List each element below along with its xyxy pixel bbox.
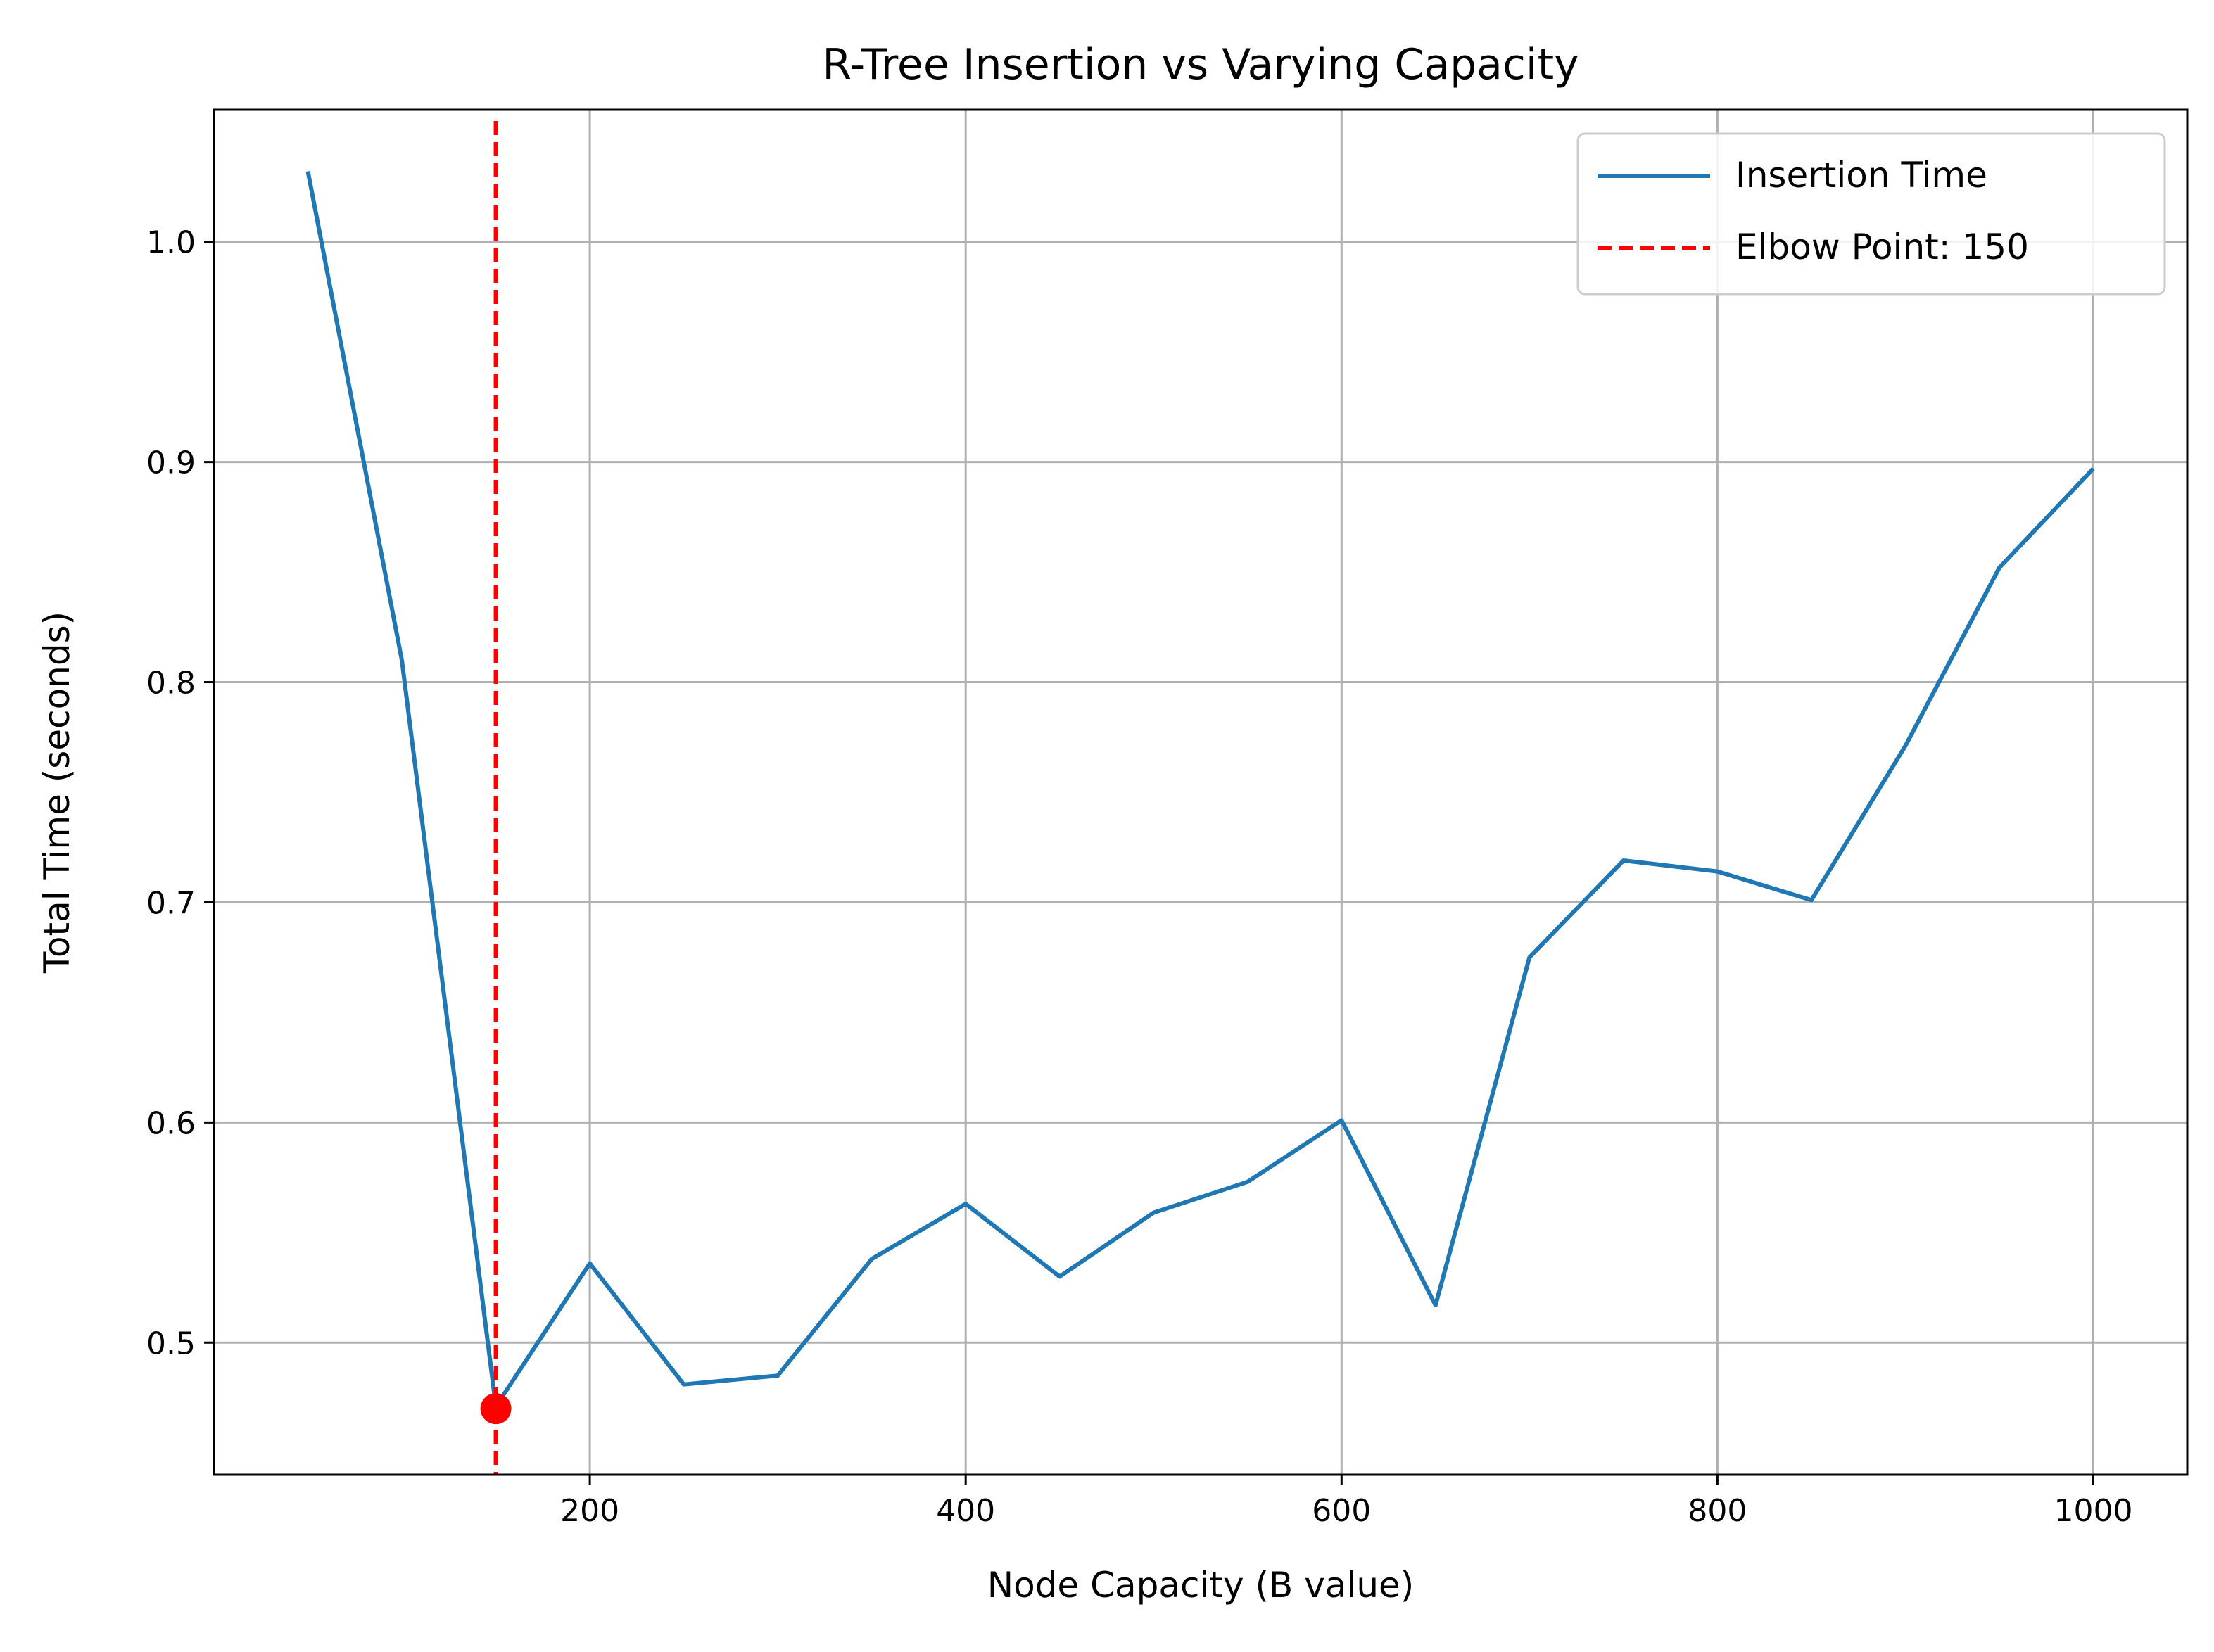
y-tick-label: 0.7 — [146, 885, 196, 921]
x-axis-title: Node Capacity (B value) — [987, 1565, 1415, 1606]
legend: Insertion Time Elbow Point: 150 — [1576, 132, 2166, 296]
x-tick-label: 200 — [560, 1493, 619, 1529]
series-line-insertion-time — [305, 171, 2095, 1409]
x-tick-label: 600 — [1312, 1493, 1371, 1529]
y-tick-label: 0.6 — [146, 1105, 196, 1141]
y-tick-label: 1.0 — [146, 225, 196, 261]
y-axis-title: Total Time (seconds) — [37, 611, 77, 974]
x-tick-label: 800 — [1688, 1493, 1747, 1529]
y-tick-label: 0.8 — [146, 666, 196, 701]
y-axis-ticks: 0.5 0.6 0.7 0.8 0.9 1.0 — [146, 225, 214, 1361]
elbow-point-marker — [480, 1393, 512, 1425]
elbow-layer — [480, 121, 512, 1475]
chart-title: R-Tree Insertion vs Varying Capacity — [822, 40, 1579, 89]
legend-label-elbow-point: Elbow Point: 150 — [1735, 227, 2029, 267]
legend-label-insertion-time: Insertion Time — [1735, 155, 1987, 196]
y-tick-label: 0.9 — [146, 445, 196, 481]
x-tick-label: 1000 — [2054, 1493, 2132, 1529]
x-axis-ticks: 200 400 600 800 1000 — [560, 1475, 2132, 1529]
x-tick-label: 400 — [936, 1493, 995, 1529]
y-tick-label: 0.5 — [146, 1326, 196, 1361]
series-layer — [305, 171, 2095, 1409]
plot-frame — [213, 108, 2189, 1476]
legend-frame — [1576, 132, 2166, 296]
